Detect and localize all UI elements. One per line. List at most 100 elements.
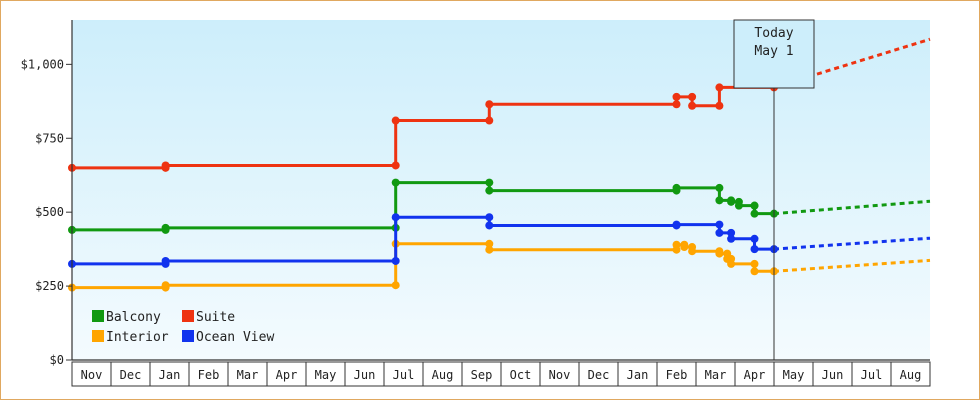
series-point-3-4 — [391, 213, 400, 222]
series-point-2-14 — [715, 249, 724, 258]
y-tick-label-3: $750 — [35, 131, 64, 145]
today-box — [733, 19, 815, 89]
series-point-1-2 — [161, 161, 170, 170]
month-cell-16 — [695, 361, 736, 387]
series-point-0-6 — [485, 186, 494, 195]
legend-label-2: Interior — [106, 330, 169, 345]
y-tick-label-0: $0 — [50, 353, 64, 367]
month-label-20: Jul — [861, 368, 883, 382]
month-cell-8 — [383, 361, 424, 387]
month-label-8: Jul — [393, 368, 415, 382]
legend-label-0: Balcony — [106, 310, 161, 325]
series-point-1-6 — [485, 100, 494, 109]
series-point-0-2 — [161, 223, 170, 232]
y-tick-label-2: $500 — [35, 205, 64, 219]
month-label-9: Aug — [432, 368, 454, 382]
legend-label-1: Suite — [196, 310, 235, 325]
month-label-7: Jun — [354, 368, 376, 382]
month-label-21: Aug — [900, 368, 922, 382]
series-point-0-14 — [734, 201, 743, 210]
series-point-1-5 — [485, 116, 494, 125]
series-point-2-12 — [688, 247, 697, 256]
series-point-2-19 — [750, 259, 759, 268]
month-label-10: Sep — [471, 368, 493, 382]
y-tick-label-4: $1,000 — [21, 57, 64, 71]
month-label-1: Dec — [120, 368, 142, 382]
series-point-3-6 — [485, 221, 494, 230]
series-point-2-8 — [672, 240, 681, 249]
series-point-2-6 — [485, 245, 494, 254]
month-label-6: May — [315, 368, 337, 382]
series-point-3-3 — [391, 256, 400, 265]
month-cell-4 — [227, 361, 268, 387]
month-label-11: Oct — [510, 368, 532, 382]
axes: $0 $250 $500 $750 $1,000 — [21, 20, 930, 367]
series-layer — [68, 37, 931, 292]
series-point-1-8 — [672, 92, 681, 101]
series-point-0-17 — [750, 209, 759, 218]
month-cell-10 — [461, 361, 502, 387]
month-cell-13 — [578, 361, 619, 387]
series-point-2-20 — [750, 267, 759, 276]
series-point-1-7 — [672, 100, 681, 109]
month-cell-3 — [188, 361, 229, 387]
series-point-2-5 — [485, 239, 494, 248]
series-point-3-11 — [727, 228, 736, 237]
series-point-3-14 — [750, 245, 759, 254]
series-point-0-12 — [727, 197, 736, 206]
series-forecast-2 — [773, 258, 931, 273]
series-point-0-8 — [672, 183, 681, 192]
today-marker: Today May 1 — [733, 19, 815, 360]
series-ocean-view — [68, 213, 931, 268]
legend-swatch-2 — [92, 330, 104, 342]
series-point-1-11 — [715, 101, 724, 110]
month-label-0: Nov — [81, 368, 103, 382]
series-point-3-5 — [485, 213, 494, 222]
month-cell-11 — [500, 361, 541, 387]
month-label-16: Mar — [705, 368, 727, 382]
series-point-0-9 — [715, 183, 724, 192]
series-point-2-10 — [680, 243, 689, 252]
series-point-0-10 — [715, 196, 724, 205]
month-label-3: Feb — [198, 368, 220, 382]
series-point-1-4 — [391, 116, 400, 125]
legend-label-3: Ocean View — [196, 330, 274, 345]
month-cell-7 — [344, 361, 385, 387]
y-tick-label-1: $250 — [35, 279, 64, 293]
series-point-0-5 — [485, 178, 494, 187]
series-point-3-10 — [715, 228, 724, 237]
series-line-1 — [72, 85, 774, 170]
series-point-3-8 — [672, 220, 681, 229]
series-point-1-12 — [715, 83, 724, 92]
series-forecast-0 — [773, 199, 931, 216]
month-label-19: Jun — [822, 368, 844, 382]
series-point-1-9 — [688, 92, 697, 101]
month-label-4: Mar — [237, 368, 259, 382]
month-cell-2 — [149, 361, 190, 387]
month-label-14: Jan — [627, 368, 649, 382]
series-point-1-10 — [688, 101, 697, 110]
month-cell-20 — [851, 361, 892, 387]
month-cell-21 — [890, 361, 931, 387]
legend-swatch-3 — [182, 330, 194, 342]
series-point-0-4 — [391, 178, 400, 187]
month-cell-5 — [266, 361, 307, 387]
series-point-3-12 — [727, 234, 736, 243]
month-cell-14 — [617, 361, 658, 387]
series-point-0-16 — [750, 201, 759, 210]
series-point-2-18 — [727, 259, 736, 268]
series-point-2-3 — [391, 281, 400, 290]
legend: Balcony Suite Interior Ocean View — [92, 310, 274, 345]
series-point-3-13 — [750, 234, 759, 243]
today-label: Today — [754, 26, 793, 41]
series-forecast-3 — [773, 236, 931, 251]
month-cell-1 — [110, 361, 151, 387]
month-cell-19 — [812, 361, 853, 387]
month-label-18: May — [783, 368, 805, 382]
legend-swatch-1 — [182, 310, 194, 322]
legend-swatch-0 — [92, 310, 104, 322]
month-label-12: Nov — [549, 368, 571, 382]
month-label-17: Apr — [744, 368, 766, 382]
series-point-3-2 — [161, 256, 170, 265]
